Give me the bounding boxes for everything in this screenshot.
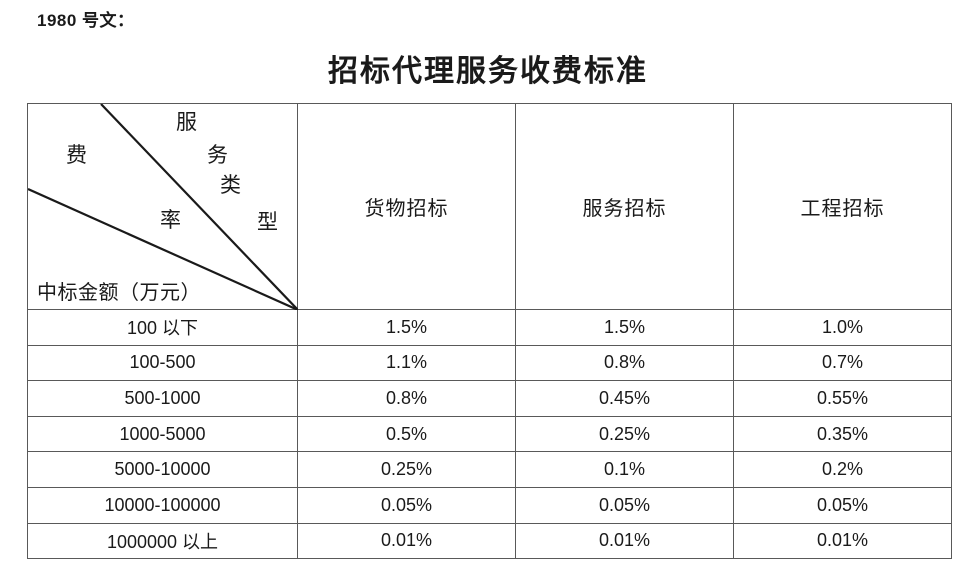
table-row: 100 以下 1.5% 1.5% 1.0% <box>27 309 952 346</box>
fee-table: 服 务 类 型 费 率 中标金额（万元） 货物招标 服务招标 工程招标 100 … <box>27 103 952 560</box>
service-type-char: 服 <box>176 110 197 134</box>
table-row: 1000000 以上 0.01% 0.01% 0.01% <box>27 522 952 560</box>
fee-value-cell: 0.55% <box>733 380 952 417</box>
row-range-cell: 100-500 <box>27 344 298 382</box>
diagonal-corner-cell: 服 务 类 型 费 率 中标金额（万元） <box>27 103 298 310</box>
column-header-goods: 货物招标 <box>297 103 516 310</box>
column-header-service: 服务招标 <box>515 103 734 310</box>
fee-value-cell: 0.8% <box>515 344 734 382</box>
fee-value-cell: 0.35% <box>733 415 952 453</box>
diagonal-line-lower <box>28 187 298 310</box>
row-range-cell: 1000-5000 <box>27 415 298 453</box>
table-row: 1000-5000 0.5% 0.25% 0.35% <box>27 415 952 453</box>
fee-value-cell: 0.05% <box>297 486 516 524</box>
fee-value-cell: 0.8% <box>297 380 516 417</box>
fee-value-cell: 0.25% <box>515 415 734 453</box>
fee-value-cell: 1.0% <box>733 309 952 346</box>
fee-value-cell: 0.05% <box>515 486 734 524</box>
row-range-cell: 500-1000 <box>27 380 298 417</box>
table-row: 500-1000 0.8% 0.45% 0.55% <box>27 380 952 417</box>
fee-value-cell: 0.45% <box>515 380 734 417</box>
service-type-char: 型 <box>257 210 278 234</box>
column-header-engineering: 工程招标 <box>733 103 952 310</box>
doc-number-label: 1980 号文： <box>37 11 135 30</box>
row-range-cell: 10000-100000 <box>27 486 298 524</box>
row-range-cell: 5000-10000 <box>27 451 298 488</box>
diagonal-line-upper <box>100 104 298 310</box>
service-type-char: 务 <box>207 143 228 167</box>
fee-value-cell: 0.01% <box>733 522 952 560</box>
table-row: 100-500 1.1% 0.8% 0.7% <box>27 344 952 382</box>
bid-amount-axis-label: 中标金额（万元） <box>37 282 201 304</box>
fee-value-cell: 0.25% <box>297 451 516 488</box>
page-title: 招标代理服务收费标准 <box>328 55 648 88</box>
fee-value-cell: 0.7% <box>733 344 952 382</box>
fee-value-cell: 0.1% <box>515 451 734 488</box>
service-type-char: 类 <box>220 173 241 197</box>
row-range-cell: 1000000 以上 <box>27 522 298 560</box>
fee-value-cell: 1.1% <box>297 344 516 382</box>
diagonal-lines <box>28 104 298 310</box>
fee-rate-char: 费 <box>66 143 87 167</box>
table-row: 10000-100000 0.05% 0.05% 0.05% <box>27 486 952 524</box>
table-header-row: 服 务 类 型 费 率 中标金额（万元） 货物招标 服务招标 工程招标 <box>27 103 952 310</box>
table-row: 5000-10000 0.25% 0.1% 0.2% <box>27 451 952 488</box>
fee-value-cell: 0.01% <box>297 522 516 560</box>
fee-rate-char: 率 <box>160 208 181 232</box>
fee-value-cell: 0.05% <box>733 486 952 524</box>
fee-value-cell: 1.5% <box>515 309 734 346</box>
fee-value-cell: 1.5% <box>297 309 516 346</box>
fee-value-cell: 0.01% <box>515 522 734 560</box>
fee-value-cell: 0.5% <box>297 415 516 453</box>
row-range-cell: 100 以下 <box>27 309 298 346</box>
fee-value-cell: 0.2% <box>733 451 952 488</box>
